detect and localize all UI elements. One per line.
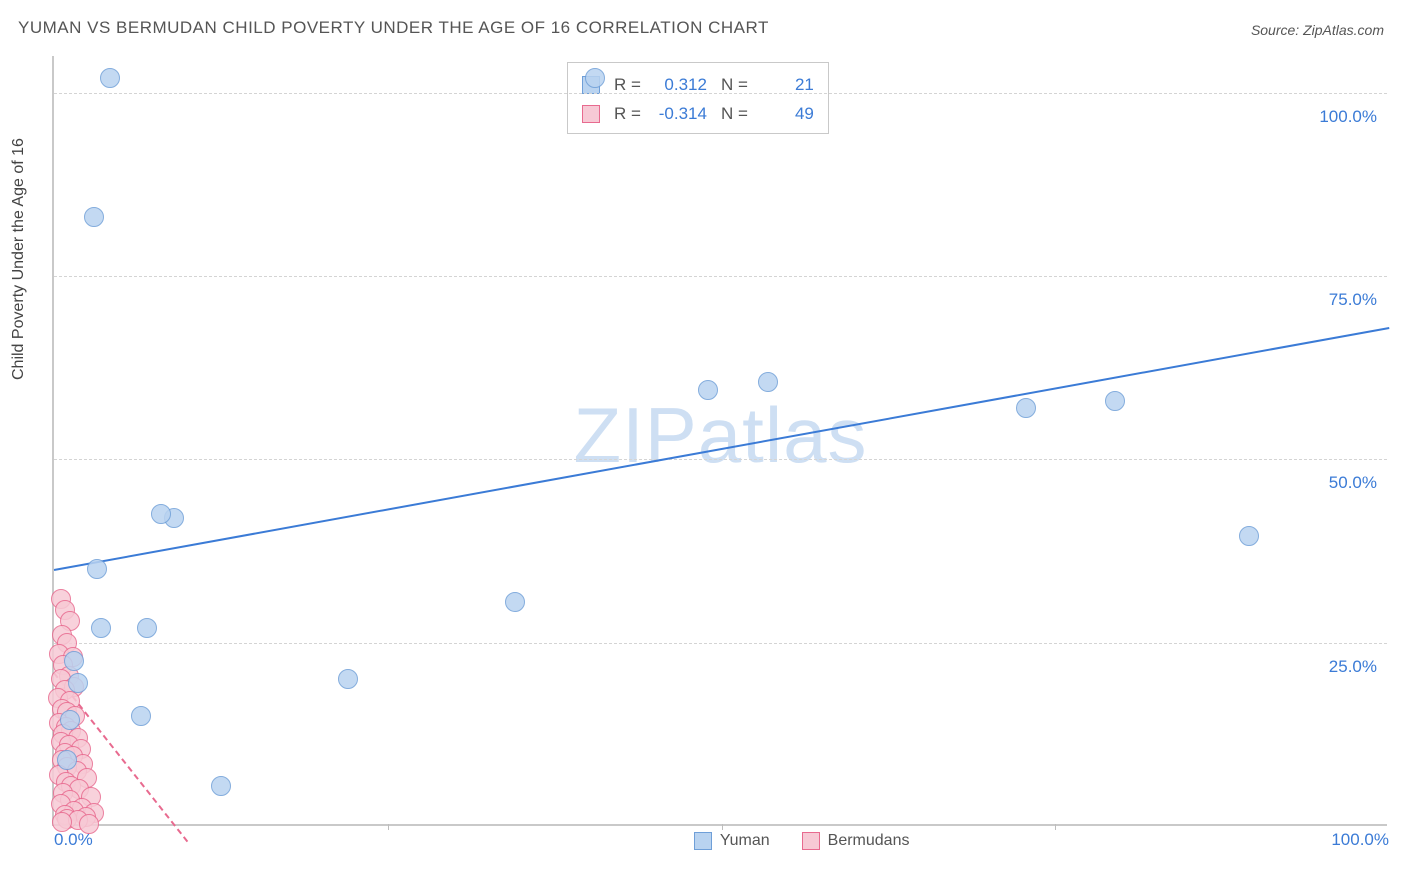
scatter-point-yuman: [131, 706, 151, 726]
scatter-point-yuman: [1016, 398, 1036, 418]
scatter-point-yuman: [1239, 526, 1259, 546]
scatter-point-yuman: [585, 68, 605, 88]
scatter-point-yuman: [211, 776, 231, 796]
scatter-point-yuman: [100, 68, 120, 88]
scatter-chart: ZIPatlas R = 0.312 N = 21 R = -0.314 N =…: [52, 56, 1387, 826]
stats-R-label: R =: [606, 100, 645, 129]
stats-box: R = 0.312 N = 21 R = -0.314 N = 49: [567, 62, 829, 134]
scatter-point-yuman: [84, 207, 104, 227]
legend-item-bermudans: Bermudans: [802, 832, 910, 850]
stats-row-yuman: R = 0.312 N = 21: [582, 71, 814, 100]
stats-swatch-bermudans: [582, 105, 600, 123]
xtick-label: 100.0%: [1331, 830, 1389, 850]
scatter-point-yuman: [137, 618, 157, 638]
gridline: [54, 459, 1387, 460]
ytick-label: 50.0%: [1329, 473, 1377, 493]
gridline: [54, 643, 1387, 644]
stats-R-yuman: 0.312: [651, 71, 707, 100]
legend-label-yuman: Yuman: [720, 832, 770, 850]
scatter-point-bermudans: [52, 812, 72, 832]
legend: Yuman Bermudans: [694, 832, 910, 850]
ytick-label: 100.0%: [1319, 107, 1377, 127]
stats-N-bermudans: 49: [758, 100, 814, 129]
ytick-label: 25.0%: [1329, 657, 1377, 677]
y-axis-label: Child Poverty Under the Age of 16: [10, 138, 28, 380]
scatter-point-yuman: [68, 673, 88, 693]
legend-swatch-bermudans: [802, 832, 820, 850]
scatter-point-yuman: [338, 669, 358, 689]
legend-swatch-yuman: [694, 832, 712, 850]
scatter-point-yuman: [698, 380, 718, 400]
gridline: [54, 276, 1387, 277]
scatter-point-yuman: [151, 504, 171, 524]
scatter-point-yuman: [64, 651, 84, 671]
xtick: [722, 824, 723, 830]
stats-row-bermudans: R = -0.314 N = 49: [582, 100, 814, 129]
scatter-point-yuman: [91, 618, 111, 638]
xtick: [1055, 824, 1056, 830]
stats-N-label: N =: [713, 71, 752, 100]
scatter-point-yuman: [87, 559, 107, 579]
stats-R-label: R =: [606, 71, 645, 100]
trend-line: [54, 327, 1389, 571]
scatter-point-yuman: [57, 750, 77, 770]
gridline: [54, 93, 1387, 94]
scatter-point-yuman: [60, 710, 80, 730]
scatter-point-yuman: [1105, 391, 1125, 411]
source-label: Source: ZipAtlas.com: [1251, 22, 1384, 38]
stats-N-label: N =: [713, 100, 752, 129]
scatter-point-yuman: [505, 592, 525, 612]
legend-label-bermudans: Bermudans: [828, 832, 910, 850]
chart-title: YUMAN VS BERMUDAN CHILD POVERTY UNDER TH…: [18, 18, 769, 38]
ytick-label: 75.0%: [1329, 290, 1377, 310]
stats-N-yuman: 21: [758, 71, 814, 100]
xtick: [388, 824, 389, 830]
stats-R-bermudans: -0.314: [651, 100, 707, 129]
scatter-point-bermudans: [79, 814, 99, 834]
scatter-point-yuman: [758, 372, 778, 392]
legend-item-yuman: Yuman: [694, 832, 770, 850]
